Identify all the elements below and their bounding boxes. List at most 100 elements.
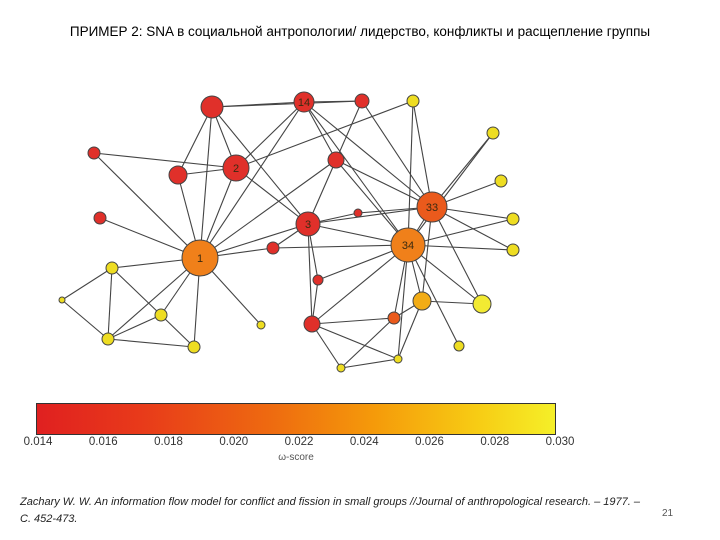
- graph-node: [168, 165, 188, 185]
- network-graph: 1 2 3 14 33 34: [58, 91, 520, 373]
- graph-edge: [303, 101, 337, 161]
- colorbar-tick-label: 0.026: [415, 436, 444, 448]
- graph-edge: [199, 106, 213, 259]
- graph-node: [93, 211, 107, 225]
- graph-edge: [93, 152, 237, 169]
- graph-node: [336, 363, 346, 373]
- graph-node-label: 34: [402, 240, 414, 252]
- graph-edge: [335, 100, 363, 161]
- graph-edge: [107, 338, 195, 348]
- graph-edge: [407, 244, 460, 347]
- graph-node: [327, 151, 345, 169]
- graph-edge: [340, 358, 399, 369]
- graph-node: [181, 239, 219, 277]
- colorbar-tick-label: 0.028: [480, 436, 510, 448]
- page-number: 21: [662, 508, 674, 519]
- citation: Zachary W. W. An information flow model …: [20, 496, 640, 525]
- colorbar-tick-label: 0.020: [219, 436, 249, 448]
- graph-edge: [397, 244, 409, 360]
- graph-edge: [199, 159, 337, 259]
- colorbar-tick-label: 0.014: [23, 436, 53, 448]
- graph-edge: [340, 317, 395, 369]
- graph-node: [312, 274, 324, 286]
- graph-node: [256, 320, 266, 330]
- graph-node-label: 14: [298, 97, 310, 109]
- graph-node: [353, 208, 363, 218]
- graph-edge: [361, 100, 433, 208]
- graph-edge: [235, 100, 414, 169]
- colorbar: [36, 403, 556, 435]
- graph-node: [472, 294, 492, 314]
- graph-edge: [311, 323, 399, 360]
- graph-edge: [177, 106, 213, 176]
- graph-node: [453, 340, 465, 352]
- graph-edge: [235, 101, 305, 169]
- graph-edge: [235, 167, 309, 225]
- graph-edge: [335, 159, 409, 246]
- graph-node-label: 3: [305, 219, 311, 231]
- graph-edge: [107, 314, 162, 340]
- graph-edge: [303, 101, 409, 246]
- graph-edge: [311, 317, 395, 325]
- graph-edge: [160, 314, 195, 348]
- graph-node: [58, 296, 66, 304]
- graph-node-label: 1: [197, 253, 203, 265]
- graph-edge: [61, 299, 109, 340]
- graph-edge: [412, 100, 433, 208]
- graph-node: [393, 354, 403, 364]
- graph-node: [293, 91, 315, 113]
- graph-node-label: 33: [426, 202, 438, 214]
- graph-edge: [307, 223, 313, 325]
- graph-node: [406, 94, 420, 108]
- graph-edge: [407, 244, 514, 251]
- graph-edge: [407, 218, 514, 246]
- graph-edge: [211, 106, 309, 225]
- graph-node: [387, 311, 401, 325]
- graph-edge: [107, 267, 113, 340]
- graph-edge: [93, 152, 201, 259]
- graph-node: [295, 211, 321, 237]
- colorbar-label: ω-score: [278, 452, 314, 463]
- graph-node-label: 2: [233, 163, 239, 175]
- graph-edge: [421, 206, 433, 302]
- graph-node: [416, 191, 448, 223]
- graph-edge: [311, 244, 409, 325]
- graph-node: [87, 146, 101, 160]
- colorbar-tick-label: 0.030: [545, 436, 575, 448]
- graph-node: [187, 340, 201, 354]
- graph-edge: [311, 323, 342, 369]
- graph-edge: [421, 300, 483, 305]
- slide-title: ПРИМЕР 2: SNA в социальной антропологии/…: [69, 24, 651, 39]
- graph-node: [154, 308, 168, 322]
- graph-node: [506, 212, 520, 226]
- colorbar-tick-label: 0.018: [154, 436, 183, 448]
- graph-edge: [303, 101, 433, 208]
- graph-node: [105, 261, 119, 275]
- graph-edge: [61, 267, 113, 301]
- graph-node: [266, 241, 280, 255]
- graph-node: [101, 332, 115, 346]
- graph-edge: [111, 267, 162, 316]
- graph-node: [200, 95, 224, 119]
- graph-node: [412, 291, 432, 311]
- graph-edge: [211, 100, 363, 108]
- colorbar-tick-label: 0.024: [349, 436, 379, 448]
- graph-node: [390, 227, 426, 263]
- graph-node: [494, 174, 508, 188]
- graph-edge: [107, 257, 201, 340]
- graph-edge: [431, 206, 483, 305]
- graph-edge: [335, 159, 433, 208]
- graph-edge: [407, 132, 494, 246]
- graph-node: [222, 154, 250, 182]
- graph-edge: [431, 132, 494, 208]
- colorbar-tick-label: 0.022: [284, 436, 314, 448]
- graph-edge: [407, 100, 414, 246]
- colorbar-tick-label: 0.016: [88, 436, 118, 448]
- graph-node: [506, 243, 520, 257]
- graph-edge: [307, 206, 433, 225]
- graph-edge: [272, 244, 409, 249]
- graph-node: [486, 126, 500, 140]
- graph-node: [354, 93, 370, 109]
- graph-node: [303, 315, 321, 333]
- graph-edge: [397, 300, 423, 360]
